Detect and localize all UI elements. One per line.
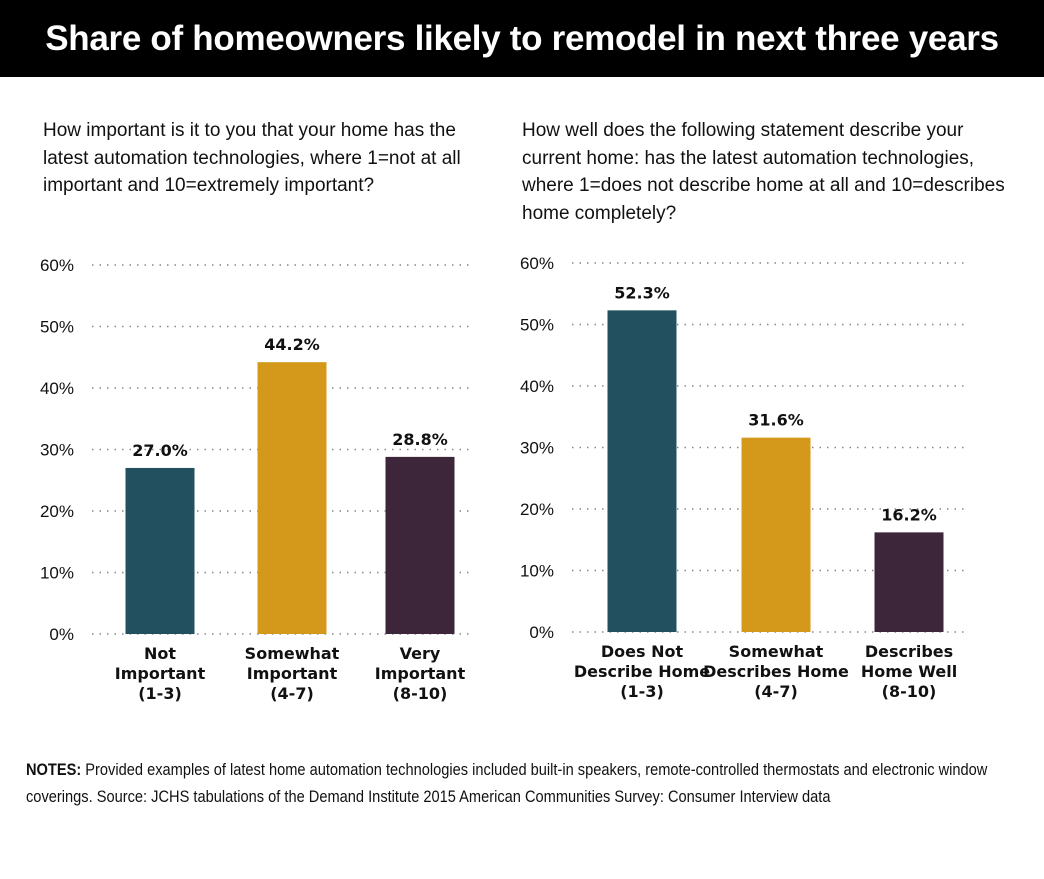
page-title: Share of homeowners likely to remodel in… (45, 18, 999, 58)
left-y-tick-label: 20% (40, 502, 74, 521)
right-bar (607, 310, 677, 632)
right-y-tick-label: 10% (520, 562, 554, 581)
notes: NOTES: Provided examples of latest home … (26, 756, 1015, 810)
right-chart-question: How well does the following statement de… (522, 120, 1005, 224)
right-category-label: Does Not (601, 642, 684, 661)
left-bar-chart: 0%10%20%30%40%50%60%27.0%NotImportant(1-… (40, 256, 474, 703)
left-category-label: Somewhat (245, 644, 340, 663)
left-bar (385, 456, 455, 634)
right-data-label: 31.6% (748, 411, 804, 430)
right-category-label: Describes (865, 642, 953, 661)
right-category-label: (8-10) (882, 682, 937, 701)
right-y-tick-label: 60% (520, 254, 554, 273)
right-y-tick-label: 40% (520, 377, 554, 396)
right-category-label: (1-3) (620, 682, 664, 701)
right-y-tick-label: 30% (520, 439, 554, 458)
right-y-tick-label: 20% (520, 500, 554, 519)
left-y-tick-label: 50% (40, 318, 74, 337)
right-bar (741, 437, 811, 632)
right-category-label: Home Well (861, 662, 957, 681)
right-category-label: (4-7) (754, 682, 798, 701)
left-y-tick-label: 30% (40, 441, 74, 460)
right-bar-chart: 0%10%20%30%40%50%60%52.3%Does NotDescrib… (520, 254, 964, 701)
left-data-label: 44.2% (264, 335, 320, 354)
notes-text: Provided examples of latest home automat… (26, 760, 988, 806)
left-y-tick-label: 10% (40, 564, 74, 583)
right-category-label: Describes Home (703, 662, 849, 681)
left-category-label: (8-10) (393, 684, 448, 703)
right-category-label: Describe Home (574, 662, 710, 681)
left-y-tick-label: 0% (49, 625, 74, 644)
left-y-tick-label: 40% (40, 379, 74, 398)
left-category-label: Very (400, 644, 441, 663)
right-data-label: 52.3% (614, 283, 670, 302)
title-bar: Share of homeowners likely to remodel in… (0, 0, 1044, 77)
left-data-label: 27.0% (132, 441, 188, 460)
right-bar (874, 532, 944, 632)
left-category-label: Important (115, 664, 206, 683)
left-category-label: (1-3) (138, 684, 182, 703)
left-bar (257, 362, 327, 634)
left-category-label: (4-7) (270, 684, 314, 703)
left-category-label: Important (375, 664, 466, 683)
right-y-tick-label: 50% (520, 316, 554, 335)
right-y-tick-label: 0% (529, 623, 554, 642)
left-category-label: Important (247, 664, 338, 683)
right-data-label: 16.2% (881, 505, 937, 524)
left-bar (125, 467, 195, 634)
left-category-label: Not (144, 644, 176, 663)
left-y-tick-label: 60% (40, 256, 74, 275)
notes-label: NOTES: (26, 760, 82, 779)
right-category-label: Somewhat (729, 642, 824, 661)
left-chart-question: How important is it to you that your hom… (43, 120, 461, 196)
left-data-label: 28.8% (392, 430, 448, 449)
